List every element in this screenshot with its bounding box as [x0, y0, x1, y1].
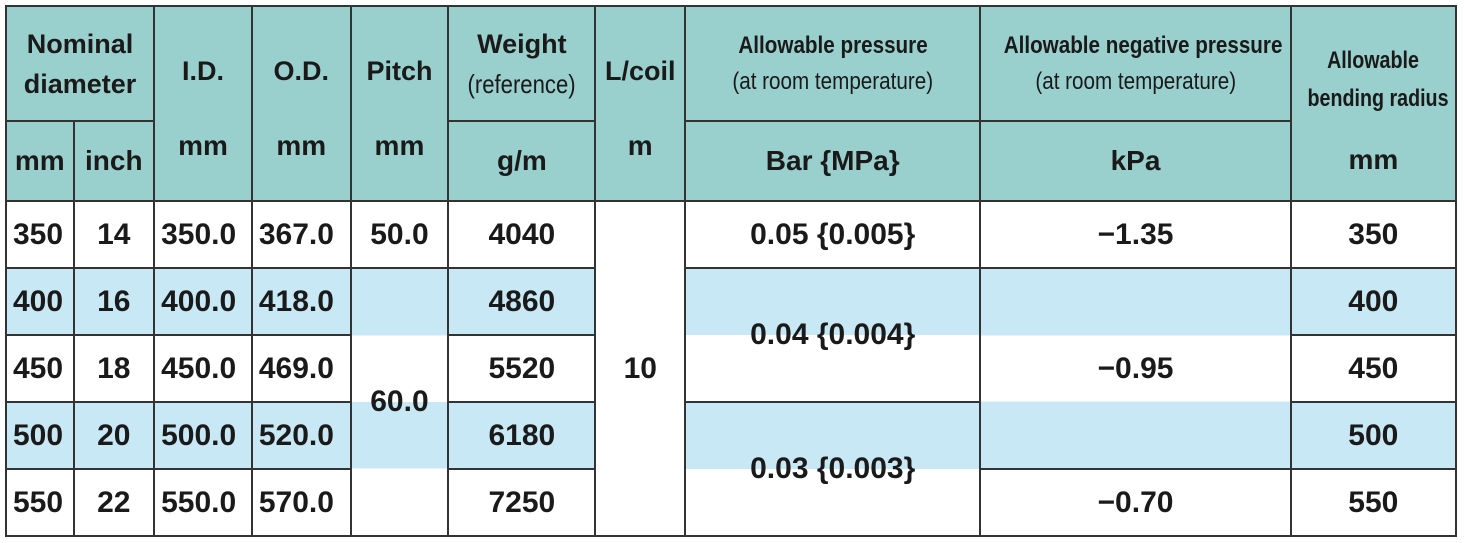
cell-id: 350.0 — [153, 200, 253, 269]
cell-od: 469.0 — [250, 334, 352, 403]
cell-id: 400.0 — [153, 267, 253, 336]
header-id: I.D. mm — [153, 5, 253, 202]
cell-pitch: 50.0 — [349, 200, 450, 269]
table-row: 500 20 500.0 520.0 6180 0.03 {0.003} 500 — [5, 401, 1458, 537]
header-allowable-pressure-note: (at room temperature) — [732, 67, 934, 95]
cell-weight: 4860 — [447, 267, 597, 336]
cell-pressure: 0.03 {0.003} — [684, 401, 982, 537]
cell-od: 367.0 — [250, 200, 352, 269]
cell-mm: 450 — [5, 334, 75, 403]
unit-nominal-inch: inch — [72, 120, 156, 202]
cell-negative-pressure: −0.70 — [979, 468, 1292, 537]
header-id-label: I.D. — [181, 55, 224, 86]
unit-bending-radius: mm — [1348, 143, 1399, 175]
header-allowable-negative-pressure: Allowable negative pressure (at room tem… — [979, 5, 1292, 122]
cell-weight: 7250 — [447, 468, 597, 537]
cell-pressure: 0.04 {0.004} — [684, 267, 982, 403]
cell-inch: 22 — [72, 468, 156, 537]
header-allowable-pressure-label: Allowable pressure — [738, 31, 928, 59]
cell-mm: 400 — [5, 267, 75, 336]
cell-mm: 550 — [5, 468, 75, 537]
cell-mm: 350 — [5, 200, 75, 269]
header-allowable-negative-pressure-label: Allowable negative pressure — [1004, 31, 1283, 59]
cell-weight: 6180 — [447, 401, 597, 470]
table-row: 400 16 400.0 418.0 60.0 4860 0.04 {0.004… — [5, 267, 1458, 537]
unit-od: mm — [276, 129, 327, 161]
header-od-label: O.D. — [273, 55, 329, 86]
cell-l-coil: 10 — [594, 200, 687, 537]
unit-pitch: mm — [374, 129, 425, 161]
unit-nominal-mm: mm — [5, 120, 75, 202]
header-bending-radius-line1: Allowable — [1327, 46, 1420, 74]
cell-negative-pressure: −0.95 — [979, 267, 1292, 470]
header-pitch: Pitch mm — [349, 5, 450, 202]
unit-pressure: Bar {MPa} — [684, 120, 982, 202]
cell-id: 500.0 — [153, 401, 253, 470]
cell-weight: 5520 — [447, 334, 597, 403]
header-weight-note: (reference) — [467, 68, 576, 99]
cell-negative-pressure: −1.35 — [979, 200, 1292, 269]
header-allowable-pressure: Allowable pressure (at room temperature) — [684, 5, 982, 122]
header-bending-radius-line2: bending radius — [1307, 84, 1449, 112]
header-l-coil-label: L/coil — [605, 55, 676, 86]
cell-radius: 400 — [1289, 267, 1458, 336]
table-row: 550 22 550.0 570.0 7250 −0.70 550 — [5, 468, 1458, 537]
header-pitch-label: Pitch — [366, 55, 433, 86]
cell-inch: 18 — [72, 334, 156, 403]
table-row: 350 14 350.0 367.0 50.0 4040 10 0.05 {0.… — [5, 200, 1458, 537]
header-weight-label: Weight — [477, 28, 567, 59]
header-allowable-negative-pressure-note: (at room temperature) — [1035, 67, 1236, 95]
cell-pressure: 0.05 {0.005} — [684, 200, 982, 269]
cell-pitch: 60.0 — [349, 267, 450, 537]
hose-spec-table: Nominal diameter I.D. mm O.D. mm Pitch m… — [4, 5, 1458, 537]
header-weight: Weight (reference) — [447, 5, 597, 122]
cell-id: 450.0 — [153, 334, 253, 403]
header-nominal-diameter: Nominal diameter — [4, 5, 156, 122]
cell-inch: 16 — [72, 267, 156, 336]
table-row: 450 18 450.0 469.0 5520 450 — [5, 334, 1458, 403]
header-od: O.D. mm — [250, 5, 352, 202]
cell-radius: 550 — [1289, 468, 1458, 537]
cell-radius: 350 — [1289, 200, 1458, 269]
cell-weight: 4040 — [447, 200, 597, 269]
cell-mm: 500 — [5, 401, 75, 470]
unit-negative-pressure: kPa — [979, 120, 1292, 202]
cell-od: 570.0 — [250, 468, 352, 537]
unit-weight: g/m — [447, 120, 597, 202]
cell-radius: 450 — [1289, 334, 1458, 403]
header-l-coil: L/coil m — [594, 5, 687, 202]
unit-l-coil: m — [627, 129, 653, 161]
cell-inch: 14 — [72, 200, 156, 269]
header-allowable-bending-radius: Allowable bending radius mm — [1289, 5, 1458, 202]
cell-od: 520.0 — [250, 401, 352, 470]
cell-radius: 500 — [1289, 401, 1458, 470]
unit-id: mm — [178, 129, 228, 161]
cell-id: 550.0 — [153, 468, 253, 537]
cell-inch: 20 — [72, 401, 156, 470]
cell-od: 418.0 — [250, 267, 352, 336]
